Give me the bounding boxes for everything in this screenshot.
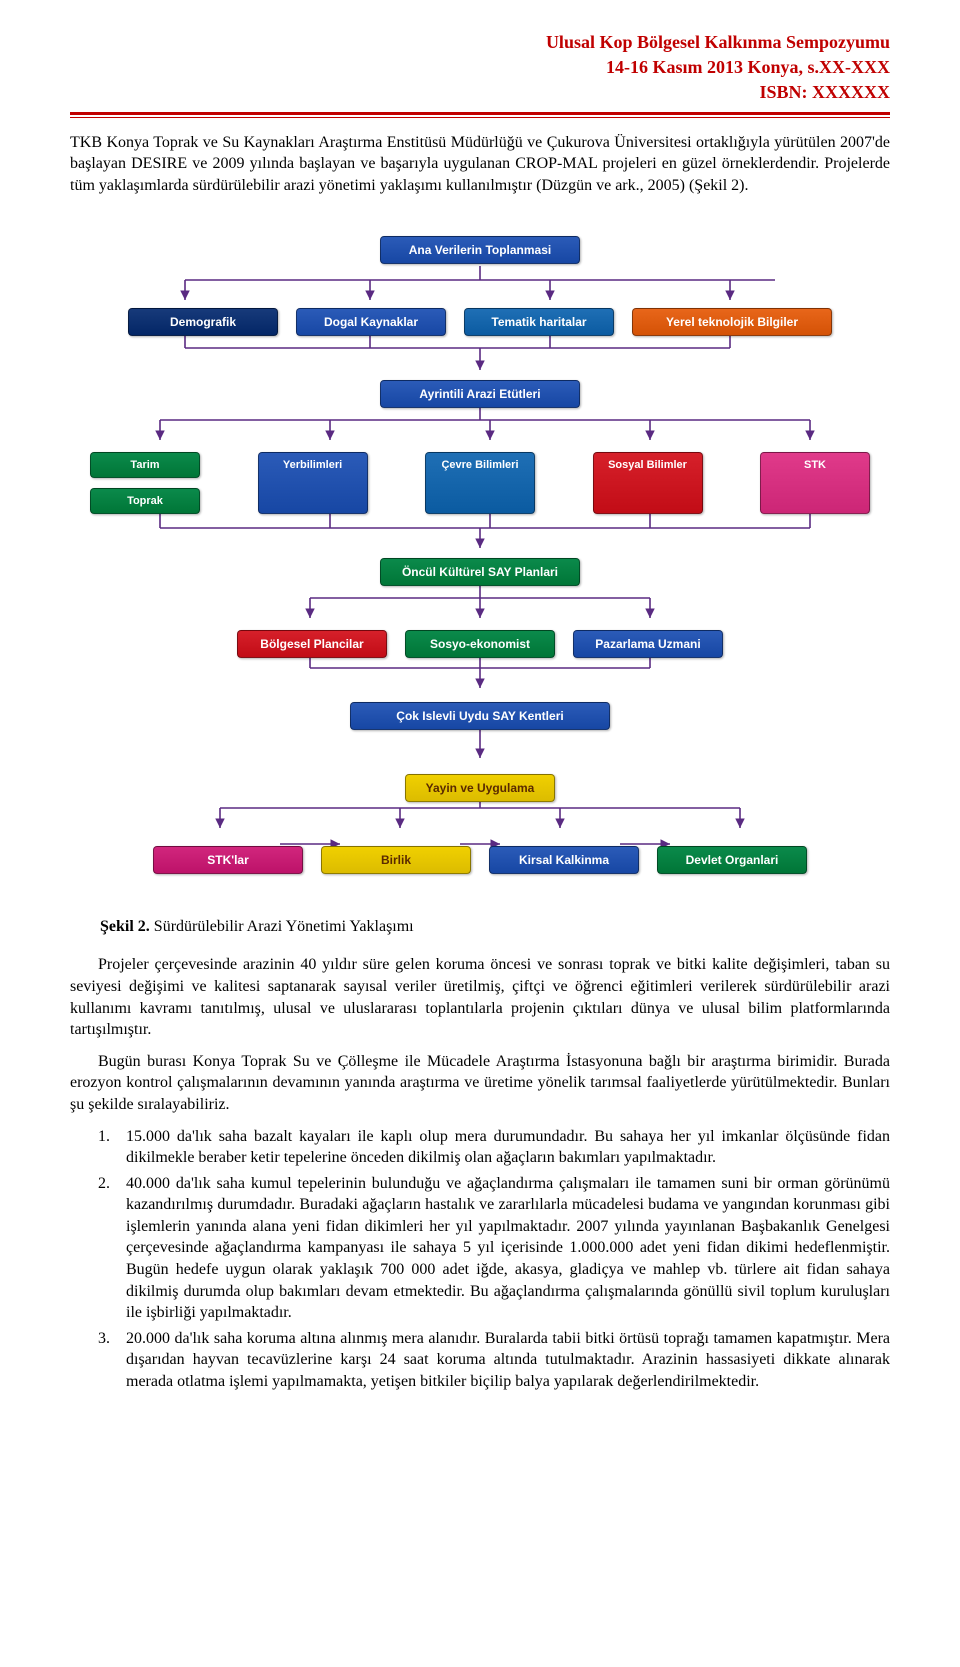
flow-row-1: Ana Verilerin Toplanmasi bbox=[90, 236, 870, 264]
page-header: Ulusal Kop Bölgesel Kalkınma Sempozyumu … bbox=[70, 30, 890, 106]
header-rule-thin bbox=[70, 117, 890, 118]
node-cok-islevli: Çok Islevli Uydu SAY Kentleri bbox=[350, 702, 610, 730]
node-birlik: Birlik bbox=[321, 846, 471, 874]
list-item-3: 3.20.000 da'lık saha koruma altına alınm… bbox=[126, 1328, 890, 1393]
node-devlet: Devlet Organlari bbox=[657, 846, 807, 874]
paragraph-3: Bugün burası Konya Toprak Su ve Çölleşme… bbox=[70, 1051, 890, 1116]
figure-caption-text: Sürdürülebilir Arazi Yönetimi Yaklaşımı bbox=[150, 918, 414, 935]
node-sosyo: Sosyo-ekonomist bbox=[405, 630, 555, 658]
list-item-1: 1.15.000 da'lık saha bazalt kayaları ile… bbox=[126, 1126, 890, 1169]
numbered-list: 1. 15.000 da'lık saha bazalt kayaları ile… bbox=[70, 1126, 890, 1393]
node-dogal: Dogal Kaynaklar bbox=[296, 308, 446, 336]
figure-caption-label: Şekil 2. bbox=[100, 918, 150, 935]
paragraph-intro: TKB Konya Toprak ve Su Kaynakları Araştı… bbox=[70, 132, 890, 197]
node-kirsal: Kirsal Kalkinma bbox=[489, 846, 639, 874]
list-num-3: 3. bbox=[98, 1328, 110, 1350]
node-ana-verilerin: Ana Verilerin Toplanmasi bbox=[380, 236, 580, 264]
node-bolgesel: Bölgesel Plancilar bbox=[237, 630, 387, 658]
flow-row-4-leftcol: Tarim Toprak bbox=[90, 452, 200, 514]
flow-row-5: Öncül Kültürel SAY Planlari bbox=[90, 558, 870, 586]
node-yerel: Yerel teknolojik Bilgiler bbox=[632, 308, 832, 336]
header-line-1: Ulusal Kop Bölgesel Kalkınma Sempozyumu bbox=[70, 30, 890, 55]
list-text-2: 40.000 da'lık saha kumul tepelerinin bul… bbox=[126, 1175, 890, 1322]
node-sosyal: Sosyal Bilimler bbox=[593, 452, 703, 514]
list-num-2: 2. bbox=[98, 1173, 110, 1195]
flow-row-3: Ayrintili Arazi Etütleri bbox=[90, 380, 870, 408]
header-line-3: ISBN: XXXXXX bbox=[70, 80, 890, 105]
flow-row-7: Çok Islevli Uydu SAY Kentleri bbox=[90, 702, 870, 730]
node-toprak: Toprak bbox=[90, 488, 200, 514]
node-cevre: Çevre Bilimleri bbox=[425, 452, 535, 514]
list-text-1: 15.000 da'lık saha bazalt kayaları ile k… bbox=[126, 1128, 890, 1167]
node-stk: STK bbox=[760, 452, 870, 514]
flowchart: Ana Verilerin Toplanmasi Demografik Doga… bbox=[90, 236, 870, 874]
flow-row-4: Tarim Toprak Yerbilimleri Çevre Bilimler… bbox=[90, 452, 870, 514]
flow-row-2: Demografik Dogal Kaynaklar Tematik harit… bbox=[90, 308, 870, 336]
list-num-1: 1. bbox=[98, 1126, 110, 1148]
header-line-2: 14-16 Kasım 2013 Konya, s.XX-XXX bbox=[70, 55, 890, 80]
node-pazarlama: Pazarlama Uzmani bbox=[573, 630, 723, 658]
node-yerbilimleri: Yerbilimleri bbox=[258, 452, 368, 514]
list-item-2: 2.40.000 da'lık saha kumul tepelerinin b… bbox=[126, 1173, 890, 1324]
node-ayrinitili: Ayrintili Arazi Etütleri bbox=[380, 380, 580, 408]
header-rule-thick bbox=[70, 112, 890, 115]
list-text-3: 20.000 da'lık saha koruma altına alınmış… bbox=[126, 1330, 890, 1390]
flowchart-connectors bbox=[90, 236, 870, 1016]
node-oncul: Öncül Kültürel SAY Planlari bbox=[380, 558, 580, 586]
node-tarim: Tarim bbox=[90, 452, 200, 478]
node-tematik: Tematik haritalar bbox=[464, 308, 614, 336]
node-yayin: Yayin ve Uygulama bbox=[405, 774, 555, 802]
paragraph-2: Projeler çerçevesinde arazinin 40 yıldır… bbox=[70, 954, 890, 1040]
flow-row-6: Bölgesel Plancilar Sosyo-ekonomist Pazar… bbox=[90, 630, 870, 658]
figure-caption: Şekil 2. Sürdürülebilir Arazi Yönetimi Y… bbox=[100, 918, 890, 936]
node-demografik: Demografik bbox=[128, 308, 278, 336]
node-stklar: STK'lar bbox=[153, 846, 303, 874]
flow-row-8: Yayin ve Uygulama bbox=[90, 774, 870, 802]
flow-row-9: STK'lar Birlik Kirsal Kalkinma Devlet Or… bbox=[90, 846, 870, 874]
